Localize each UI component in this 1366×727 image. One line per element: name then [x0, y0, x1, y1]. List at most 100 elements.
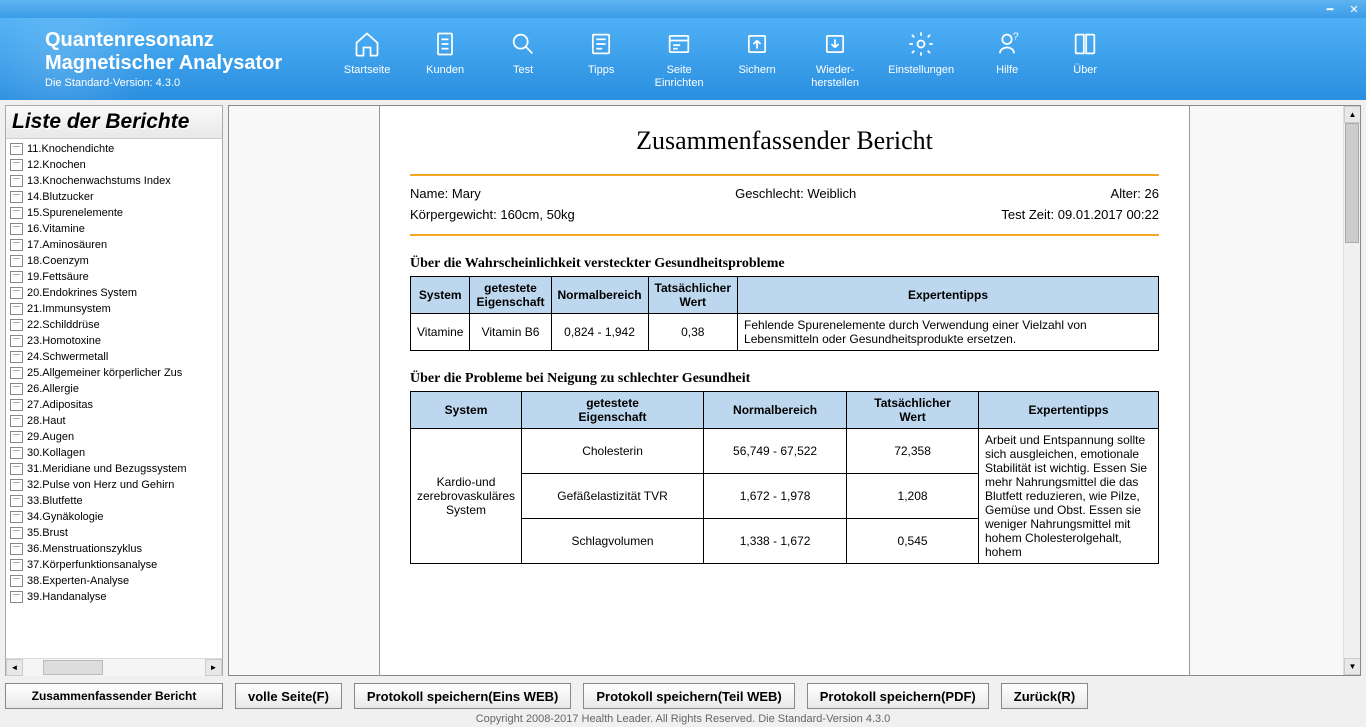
sidebar-item[interactable]: 37.Körperfunktionsanalyse	[8, 557, 220, 573]
sidebar-item[interactable]: 16.Vitamine	[8, 221, 220, 237]
toolbar-label: Hilfe	[996, 64, 1018, 77]
sidebar-item[interactable]: 23.Homotoxine	[8, 333, 220, 349]
document-icon	[10, 591, 23, 603]
sidebar-item[interactable]: 36.Menstruationszyklus	[8, 541, 220, 557]
document-icon	[10, 303, 23, 315]
save-part-web-button[interactable]: Protokoll speichern(Teil WEB)	[583, 683, 794, 709]
sidebar-item-label: 27.Adipositas	[27, 399, 93, 411]
scroll-right-arrow[interactable]: ►	[205, 659, 222, 676]
sidebar-item[interactable]: 38.Experten-Analyse	[8, 573, 220, 589]
toolbar-about[interactable]: Über	[1060, 28, 1110, 77]
document-icon	[10, 367, 23, 379]
sidebar-item[interactable]: 27.Adipositas	[8, 397, 220, 413]
sidebar-item-label: 18.Coenzym	[27, 255, 89, 267]
scroll-thumb[interactable]	[1345, 123, 1359, 243]
home-icon	[351, 28, 383, 60]
customers-icon	[429, 28, 461, 60]
toolbar-home[interactable]: Startseite	[342, 28, 392, 77]
toolbar-tips[interactable]: Tipps	[576, 28, 626, 77]
table-cell: Vitamine	[411, 314, 470, 351]
sidebar-item[interactable]: 22.Schilddrüse	[8, 317, 220, 333]
report-list-sidebar: Liste der Berichte 11.Knochendichte12.Kn…	[5, 105, 223, 676]
toolbar-help[interactable]: ? Hilfe	[982, 28, 1032, 77]
restore-icon	[819, 28, 851, 60]
sidebar-item[interactable]: 30.Kollagen	[8, 445, 220, 461]
scroll-left-arrow[interactable]: ◄	[6, 659, 23, 676]
content-vertical-scrollbar[interactable]: ▲ ▼	[1343, 106, 1360, 675]
sidebar-item[interactable]: 21.Immunsystem	[8, 301, 220, 317]
sidebar-item[interactable]: 11.Knochendichte	[8, 141, 220, 157]
table-header: getesteteEigenschaft	[522, 392, 704, 429]
summary-report-button[interactable]: Zusammenfassender Bericht	[5, 683, 223, 709]
sidebar-item-label: 32.Pulse von Herz und Gehirn	[27, 479, 174, 491]
table-cell: Schlagvolumen	[522, 519, 704, 564]
sidebar-item-label: 26.Allergie	[27, 383, 79, 395]
help-icon: ?	[991, 28, 1023, 60]
sidebar-item[interactable]: 18.Coenzym	[8, 253, 220, 269]
table-row: Kardio-undzerebrovaskuläresSystemCholest…	[411, 429, 1159, 474]
sidebar-item[interactable]: 24.Schwermetall	[8, 349, 220, 365]
sidebar-item-label: 34.Gynäkologie	[27, 511, 103, 523]
sidebar-item[interactable]: 20.Endokrines System	[8, 285, 220, 301]
full-page-button[interactable]: volle Seite(F)	[235, 683, 342, 709]
sidebar-item-label: 13.Knochenwachstums Index	[27, 175, 171, 187]
sidebar-title: Liste der Berichte	[6, 106, 222, 139]
sidebar-item[interactable]: 29.Augen	[8, 429, 220, 445]
table-cell: Vitamin B6	[470, 314, 551, 351]
sidebar-item[interactable]: 32.Pulse von Herz und Gehirn	[8, 477, 220, 493]
sidebar-item[interactable]: 15.Spurenelemente	[8, 205, 220, 221]
table-header: Expertentipps	[738, 277, 1159, 314]
minimize-button[interactable]: ━	[1318, 0, 1342, 18]
sidebar-item-label: 15.Spurenelemente	[27, 207, 123, 219]
back-button[interactable]: Zurück(R)	[1001, 683, 1088, 709]
sidebar-item[interactable]: 26.Allergie	[8, 381, 220, 397]
toolbar-label: Tipps	[588, 64, 615, 77]
toolbar-label: Test	[513, 64, 533, 77]
sidebar-item-label: 31.Meridiane und Bezugssystem	[27, 463, 187, 475]
report-page: Zusammenfassender Bericht Name: Mary Ges…	[379, 106, 1190, 675]
sidebar-item[interactable]: 35.Brust	[8, 525, 220, 541]
toolbar-page-setup[interactable]: SeiteEinrichten	[654, 28, 704, 90]
toolbar-label: SeiteEinrichten	[655, 64, 704, 90]
document-icon	[10, 527, 23, 539]
toolbar-customers[interactable]: Kunden	[420, 28, 470, 77]
document-icon	[10, 175, 23, 187]
svg-text:?: ?	[1013, 30, 1019, 42]
table-header: getesteteEigenschaft	[470, 277, 551, 314]
sidebar-item-label: 21.Immunsystem	[27, 303, 111, 315]
meta-gender: Geschlecht: Weiblich	[735, 186, 856, 201]
toolbar-restore[interactable]: Wieder-herstellen	[810, 28, 860, 90]
sidebar-item[interactable]: 19.Fettsäure	[8, 269, 220, 285]
sidebar-item-label: 24.Schwermetall	[27, 351, 108, 363]
sidebar-item[interactable]: 31.Meridiane und Bezugssystem	[8, 461, 220, 477]
document-icon	[10, 351, 23, 363]
save-one-web-button[interactable]: Protokoll speichern(Eins WEB)	[354, 683, 571, 709]
toolbar-test[interactable]: Test	[498, 28, 548, 77]
sidebar-item[interactable]: 39.Handanalyse	[8, 589, 220, 605]
table-cell: Cholesterin	[522, 429, 704, 474]
sidebar-item[interactable]: 12.Knochen	[8, 157, 220, 173]
document-icon	[10, 447, 23, 459]
section1-heading: Über die Wahrscheinlichkeit versteckter …	[410, 256, 1159, 272]
sidebar-item[interactable]: 34.Gynäkologie	[8, 509, 220, 525]
sidebar-list[interactable]: 11.Knochendichte12.Knochen 13.Knochenwach…	[6, 139, 222, 658]
sidebar-item[interactable]: 17.Aminosäuren	[8, 237, 220, 253]
sidebar-item[interactable]: 25.Allgemeiner körperlicher Zus	[8, 365, 220, 381]
scroll-up-arrow[interactable]: ▲	[1344, 106, 1361, 123]
sidebar-item[interactable]: 33.Blutfette	[8, 493, 220, 509]
sidebar-item[interactable]: 28.Haut	[8, 413, 220, 429]
sidebar-item-label: 19.Fettsäure	[27, 271, 89, 283]
close-button[interactable]: ✕	[1342, 0, 1366, 18]
scroll-down-arrow[interactable]: ▼	[1344, 658, 1361, 675]
sidebar-horizontal-scrollbar[interactable]: ◄ ►	[6, 658, 222, 675]
toolbar-label: Wieder-herstellen	[811, 64, 859, 90]
toolbar-backup[interactable]: Sichern	[732, 28, 782, 77]
sidebar-item[interactable]: 14.Blutzucker	[8, 189, 220, 205]
save-pdf-button[interactable]: Protokoll speichern(PDF)	[807, 683, 989, 709]
sidebar-item[interactable]: 13.Knochenwachstums Index	[8, 173, 220, 189]
toolbar-settings[interactable]: Einstellungen	[888, 28, 954, 77]
scroll-thumb[interactable]	[43, 660, 103, 675]
sidebar-item-label: 16.Vitamine	[27, 223, 85, 235]
sidebar-item-label: 38.Experten-Analyse	[27, 575, 129, 587]
document-icon	[10, 239, 23, 251]
